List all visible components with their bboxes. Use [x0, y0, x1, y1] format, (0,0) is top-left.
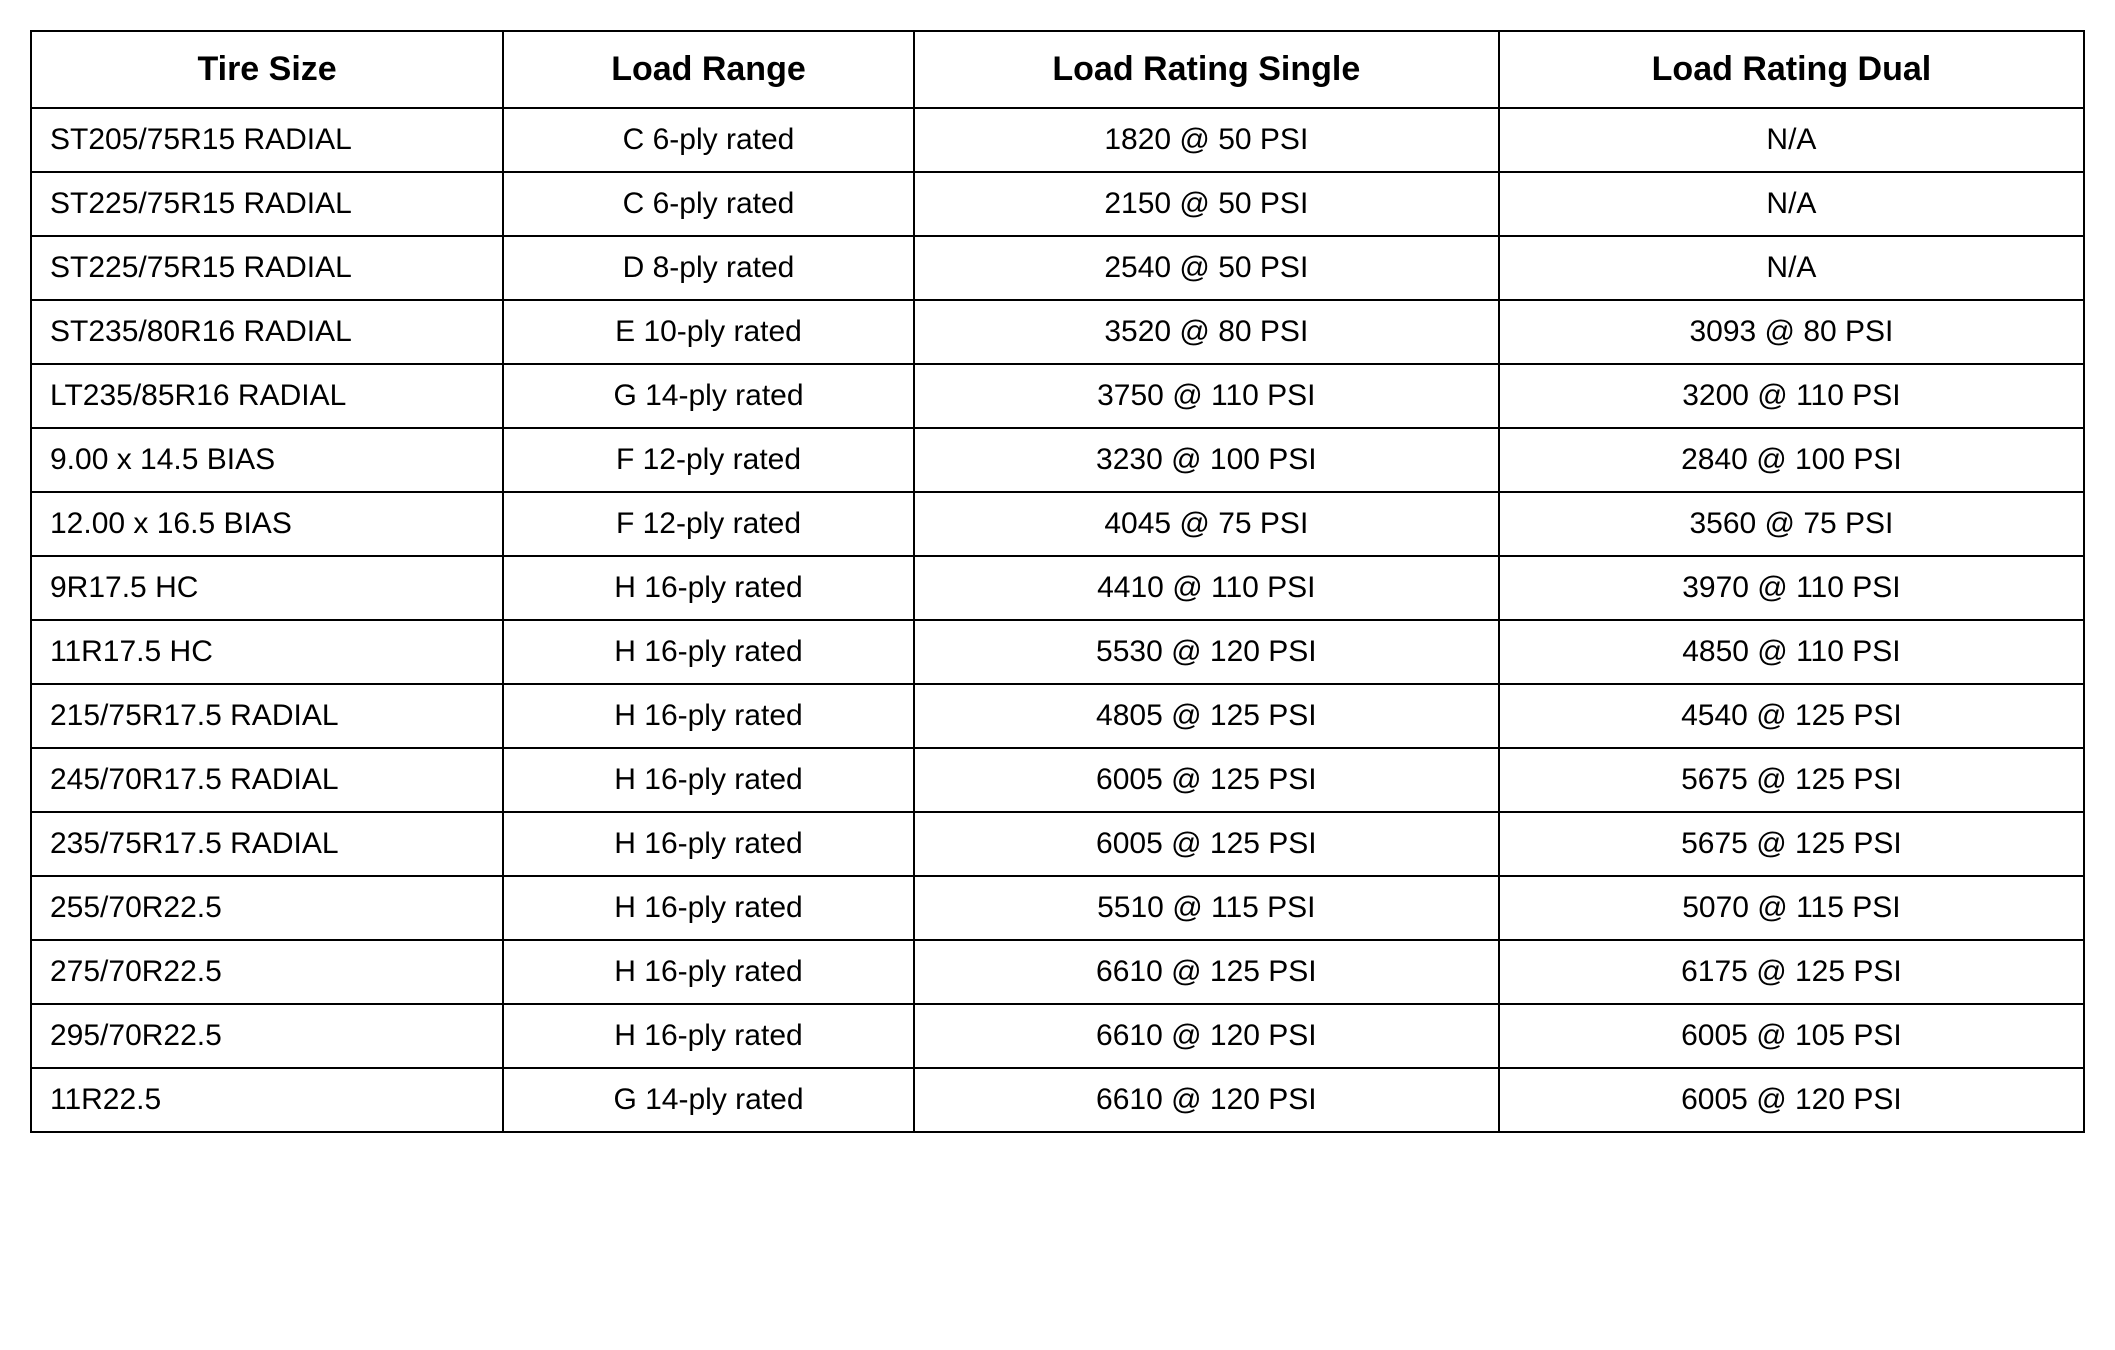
cell-load-rating-dual: 6175 @ 125 PSI	[1499, 940, 2084, 1004]
table-header-row: Tire Size Load Range Load Rating Single …	[31, 31, 2084, 108]
cell-load-range: D 8-ply rated	[503, 236, 914, 300]
cell-tire-size: 11R22.5	[31, 1068, 503, 1132]
cell-load-range: G 14-ply rated	[503, 364, 914, 428]
table-row: LT235/85R16 RADIAL G 14-ply rated 3750 @…	[31, 364, 2084, 428]
table-row: 215/75R17.5 RADIAL H 16-ply rated 4805 @…	[31, 684, 2084, 748]
cell-tire-size: 9R17.5 HC	[31, 556, 503, 620]
cell-load-rating-single: 3520 @ 80 PSI	[914, 300, 1499, 364]
cell-load-rating-single: 6610 @ 125 PSI	[914, 940, 1499, 1004]
col-header-load-range: Load Range	[503, 31, 914, 108]
cell-load-rating-dual: 6005 @ 120 PSI	[1499, 1068, 2084, 1132]
cell-tire-size: 235/75R17.5 RADIAL	[31, 812, 503, 876]
cell-load-rating-single: 1820 @ 50 PSI	[914, 108, 1499, 172]
table-row: 11R17.5 HC H 16-ply rated 5530 @ 120 PSI…	[31, 620, 2084, 684]
table-row: 295/70R22.5 H 16-ply rated 6610 @ 120 PS…	[31, 1004, 2084, 1068]
cell-load-rating-single: 4045 @ 75 PSI	[914, 492, 1499, 556]
cell-tire-size: 9.00 x 14.5 BIAS	[31, 428, 503, 492]
table-row: 9R17.5 HC H 16-ply rated 4410 @ 110 PSI …	[31, 556, 2084, 620]
cell-tire-size: ST225/75R15 RADIAL	[31, 236, 503, 300]
table-body: ST205/75R15 RADIAL C 6-ply rated 1820 @ …	[31, 108, 2084, 1132]
cell-tire-size: ST225/75R15 RADIAL	[31, 172, 503, 236]
cell-tire-size: 255/70R22.5	[31, 876, 503, 940]
cell-load-rating-single: 2150 @ 50 PSI	[914, 172, 1499, 236]
cell-load-range: E 10-ply rated	[503, 300, 914, 364]
cell-tire-size: 245/70R17.5 RADIAL	[31, 748, 503, 812]
cell-tire-size: ST205/75R15 RADIAL	[31, 108, 503, 172]
table-row: 275/70R22.5 H 16-ply rated 6610 @ 125 PS…	[31, 940, 2084, 1004]
cell-load-range: H 16-ply rated	[503, 684, 914, 748]
cell-load-rating-single: 3750 @ 110 PSI	[914, 364, 1499, 428]
col-header-tire-size: Tire Size	[31, 31, 503, 108]
cell-load-rating-single: 5510 @ 115 PSI	[914, 876, 1499, 940]
cell-load-rating-dual: 5675 @ 125 PSI	[1499, 812, 2084, 876]
table-row: ST225/75R15 RADIAL C 6-ply rated 2150 @ …	[31, 172, 2084, 236]
cell-load-range: F 12-ply rated	[503, 428, 914, 492]
cell-load-range: H 16-ply rated	[503, 940, 914, 1004]
table-row: 12.00 x 16.5 BIAS F 12-ply rated 4045 @ …	[31, 492, 2084, 556]
cell-tire-size: 11R17.5 HC	[31, 620, 503, 684]
cell-load-rating-dual: 2840 @ 100 PSI	[1499, 428, 2084, 492]
cell-load-range: H 16-ply rated	[503, 812, 914, 876]
cell-load-range: H 16-ply rated	[503, 620, 914, 684]
cell-load-rating-single: 3230 @ 100 PSI	[914, 428, 1499, 492]
cell-load-range: C 6-ply rated	[503, 172, 914, 236]
table-row: 9.00 x 14.5 BIAS F 12-ply rated 3230 @ 1…	[31, 428, 2084, 492]
cell-load-rating-dual: 3560 @ 75 PSI	[1499, 492, 2084, 556]
cell-load-rating-single: 6005 @ 125 PSI	[914, 748, 1499, 812]
table-row: 11R22.5 G 14-ply rated 6610 @ 120 PSI 60…	[31, 1068, 2084, 1132]
cell-load-range: H 16-ply rated	[503, 1004, 914, 1068]
table-row: 255/70R22.5 H 16-ply rated 5510 @ 115 PS…	[31, 876, 2084, 940]
cell-load-range: F 12-ply rated	[503, 492, 914, 556]
cell-tire-size: 295/70R22.5	[31, 1004, 503, 1068]
cell-load-rating-single: 6005 @ 125 PSI	[914, 812, 1499, 876]
cell-load-rating-dual: 4850 @ 110 PSI	[1499, 620, 2084, 684]
table-row: 245/70R17.5 RADIAL H 16-ply rated 6005 @…	[31, 748, 2084, 812]
cell-load-rating-dual: 5070 @ 115 PSI	[1499, 876, 2084, 940]
cell-load-rating-dual: 3200 @ 110 PSI	[1499, 364, 2084, 428]
cell-load-rating-dual: N/A	[1499, 108, 2084, 172]
cell-load-rating-dual: 6005 @ 105 PSI	[1499, 1004, 2084, 1068]
col-header-load-rating-dual: Load Rating Dual	[1499, 31, 2084, 108]
cell-load-range: H 16-ply rated	[503, 876, 914, 940]
cell-tire-size: 12.00 x 16.5 BIAS	[31, 492, 503, 556]
cell-load-range: H 16-ply rated	[503, 556, 914, 620]
cell-load-range: H 16-ply rated	[503, 748, 914, 812]
cell-load-rating-single: 4805 @ 125 PSI	[914, 684, 1499, 748]
cell-load-rating-dual: 3093 @ 80 PSI	[1499, 300, 2084, 364]
cell-load-range: G 14-ply rated	[503, 1068, 914, 1132]
table-row: 235/75R17.5 RADIAL H 16-ply rated 6005 @…	[31, 812, 2084, 876]
cell-load-rating-single: 5530 @ 120 PSI	[914, 620, 1499, 684]
tire-load-table: Tire Size Load Range Load Rating Single …	[30, 30, 2085, 1133]
cell-load-range: C 6-ply rated	[503, 108, 914, 172]
cell-tire-size: LT235/85R16 RADIAL	[31, 364, 503, 428]
table-row: ST235/80R16 RADIAL E 10-ply rated 3520 @…	[31, 300, 2084, 364]
cell-load-rating-dual: 4540 @ 125 PSI	[1499, 684, 2084, 748]
table-row: ST205/75R15 RADIAL C 6-ply rated 1820 @ …	[31, 108, 2084, 172]
cell-load-rating-dual: 3970 @ 110 PSI	[1499, 556, 2084, 620]
cell-load-rating-dual: 5675 @ 125 PSI	[1499, 748, 2084, 812]
cell-load-rating-single: 6610 @ 120 PSI	[914, 1068, 1499, 1132]
cell-tire-size: 215/75R17.5 RADIAL	[31, 684, 503, 748]
cell-load-rating-dual: N/A	[1499, 236, 2084, 300]
col-header-load-rating-single: Load Rating Single	[914, 31, 1499, 108]
cell-load-rating-single: 4410 @ 110 PSI	[914, 556, 1499, 620]
cell-load-rating-single: 6610 @ 120 PSI	[914, 1004, 1499, 1068]
cell-tire-size: 275/70R22.5	[31, 940, 503, 1004]
cell-load-rating-single: 2540 @ 50 PSI	[914, 236, 1499, 300]
table-row: ST225/75R15 RADIAL D 8-ply rated 2540 @ …	[31, 236, 2084, 300]
cell-tire-size: ST235/80R16 RADIAL	[31, 300, 503, 364]
cell-load-rating-dual: N/A	[1499, 172, 2084, 236]
